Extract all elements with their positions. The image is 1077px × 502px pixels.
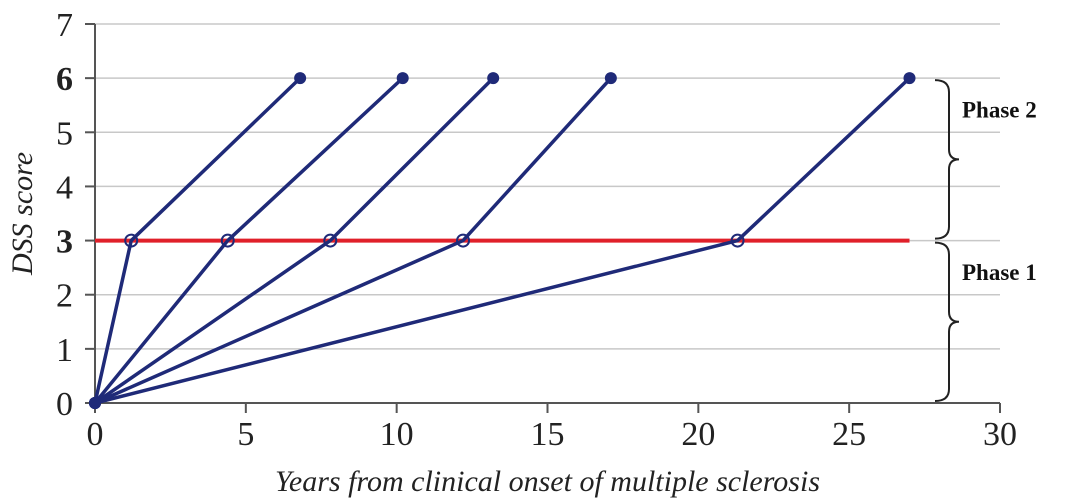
- y-tick-label-0: 0: [56, 386, 73, 423]
- series-1-point-3: [294, 72, 307, 85]
- y-tick-label-4: 4: [56, 169, 73, 206]
- series-line-1: [93, 76, 302, 404]
- series-5-point-3: [903, 72, 916, 85]
- series-4-point-2: [456, 233, 471, 248]
- x-tick-label-15: 15: [531, 416, 565, 453]
- y-axis-label: DSS score: [6, 152, 39, 276]
- phase-brace-1: [934, 79, 960, 240]
- y-tick-label-7: 7: [56, 7, 73, 44]
- series-line-4: [94, 76, 613, 405]
- series-2-point-2: [220, 233, 235, 248]
- series-5-point-1: [89, 397, 101, 409]
- x-tick-label-10: 10: [380, 416, 414, 453]
- series-1-point-2: [124, 233, 139, 248]
- x-tick-label-5: 5: [237, 416, 254, 453]
- x-axis-label: Years from clinical onset of multiple sc…: [275, 465, 820, 498]
- gridlines: [95, 23, 1000, 350]
- axes: [85, 23, 1001, 413]
- phase-brace-2: [934, 241, 960, 402]
- y-tick-label-2: 2: [56, 278, 73, 315]
- y-tick-label-5: 5: [56, 115, 73, 152]
- phase-label-2: Phase 1: [962, 260, 1037, 285]
- series-line-3: [94, 76, 495, 405]
- series-3-point-2: [323, 233, 338, 248]
- x-tick-label-20: 20: [681, 416, 715, 453]
- series-layer: [89, 72, 916, 409]
- series-line-2: [93, 76, 404, 405]
- tick-labels: 0 1 2 3 4 5 6 7 0 5 10 15 20 25 30: [56, 7, 1017, 453]
- y-tick-label-1: 1: [56, 332, 73, 369]
- series-3-point-3: [487, 72, 500, 85]
- y-tick-label-6: 6: [56, 61, 73, 98]
- x-tick-label-30: 30: [983, 416, 1017, 453]
- series-4-point-3: [604, 72, 617, 85]
- x-tick-label-0: 0: [87, 416, 104, 453]
- y-tick-label-3: 3: [56, 224, 73, 261]
- series-5-point-2: [730, 233, 745, 248]
- x-tick-label-25: 25: [832, 416, 866, 453]
- phase-label-1: Phase 2: [962, 97, 1037, 122]
- series-line-5: [94, 76, 911, 405]
- phase-annotations: Phase 2 Phase 1: [934, 79, 1037, 402]
- series-2-point-3: [396, 72, 409, 85]
